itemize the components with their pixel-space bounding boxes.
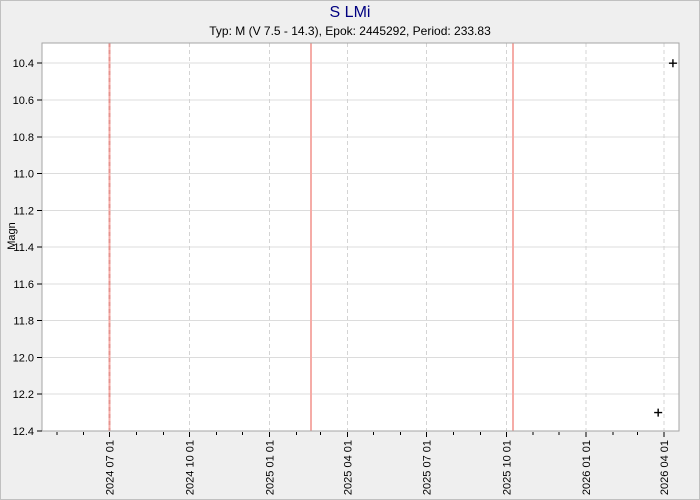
chart-title: S LMi [329, 4, 371, 21]
x-tick-label: 2025 07 01 [421, 440, 433, 495]
y-tick-label: 12.2 [13, 389, 34, 401]
y-tick-label: 11.4 [13, 242, 34, 254]
y-tick-label: 11.2 [13, 205, 34, 217]
y-tick-label: 10.8 [13, 132, 34, 144]
y-tick-label: 12.0 [13, 352, 34, 364]
plot-frame [41, 42, 680, 432]
y-tick-label: 11.6 [13, 279, 34, 291]
y-tick-label: 11.0 [13, 169, 34, 181]
y-tick-label: 12.4 [13, 426, 34, 438]
data-point-marker [654, 408, 663, 417]
x-tick-label: 2025 04 01 [342, 440, 354, 495]
data-point-marker [668, 59, 677, 68]
x-tick-label: 2025 01 01 [264, 440, 276, 495]
x-tick-label: 2024 07 01 [105, 440, 117, 495]
x-tick-label: 2026 01 01 [581, 440, 593, 495]
x-tick-label: 2025 10 01 [501, 440, 513, 495]
chart-subtitle: Typ: M (V 7.5 - 14.3), Epok: 2445292, Pe… [209, 24, 491, 38]
y-tick-label: 11.8 [13, 316, 34, 328]
plot-background [42, 43, 679, 431]
y-tick-label: 10.4 [13, 58, 34, 70]
x-tick-label: 2024 10 01 [185, 440, 197, 495]
y-tick-label: 10.6 [13, 95, 34, 107]
x-tick-label: 2026 04 01 [659, 440, 671, 495]
